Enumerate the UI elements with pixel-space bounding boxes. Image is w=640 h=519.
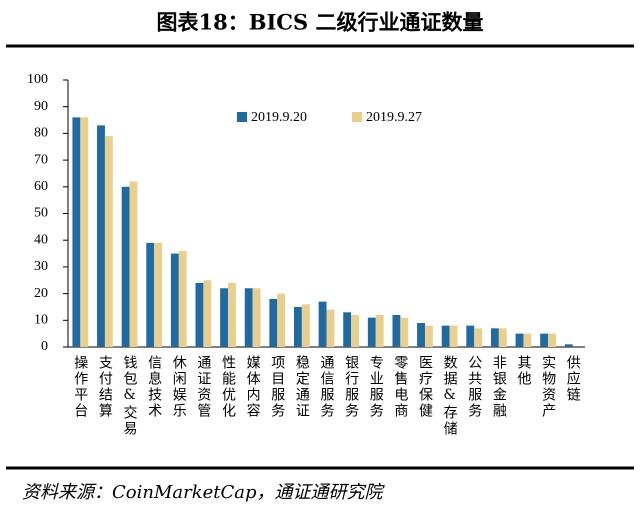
x-tick-label: 媒体内容	[245, 355, 261, 419]
bar	[252, 288, 261, 347]
bar	[417, 322, 425, 347]
x-tick-label: 性能优化	[220, 355, 236, 419]
chart-title: 图表18：BICS 二级行业通证数量	[157, 10, 484, 35]
bar	[400, 317, 409, 347]
y-tick-label: 10	[34, 313, 48, 328]
legend-swatch	[237, 112, 247, 122]
bar	[72, 117, 81, 347]
bar	[424, 325, 433, 347]
bar	[326, 309, 335, 347]
bar	[548, 333, 556, 347]
bar	[97, 125, 105, 347]
y-tick-label: 100	[27, 72, 48, 87]
x-tick-label: 通证资管	[195, 355, 211, 419]
bar	[490, 328, 499, 347]
bar	[351, 314, 359, 347]
bar	[523, 333, 532, 347]
x-tick-label: 零售电商	[392, 355, 408, 419]
bar	[375, 314, 384, 347]
y-tick-label: 40	[34, 232, 48, 247]
y-tick-label: 50	[34, 206, 48, 221]
bar	[129, 181, 138, 347]
bar	[178, 250, 187, 347]
bar	[146, 242, 155, 347]
bar	[269, 298, 278, 347]
source-note: 资料来源：CoinMarketCap，通证通研究院	[22, 482, 386, 503]
x-tick-label: 供应链	[565, 355, 581, 403]
bar	[244, 288, 253, 347]
y-tick-label: 30	[34, 259, 48, 274]
legend-swatch	[352, 112, 362, 122]
x-tick-label: 钱包&交易	[122, 355, 138, 437]
y-tick-label: 60	[34, 179, 48, 194]
legend-label: 2019.9.27	[366, 110, 422, 125]
bar	[104, 136, 113, 347]
bar	[367, 317, 376, 347]
x-tick-label: 支付结算	[97, 355, 113, 419]
legend-label: 2019.9.20	[251, 110, 307, 125]
bar	[441, 325, 450, 347]
bar	[220, 288, 229, 347]
x-tick-label: 操作平台	[72, 355, 88, 419]
bar	[564, 344, 573, 347]
bar	[515, 333, 524, 347]
x-tick-label: 非银金融	[491, 355, 507, 419]
x-tick-label: 医疗保健	[417, 355, 433, 419]
x-tick-label: 专业服务	[368, 355, 384, 419]
bar	[318, 301, 327, 347]
bar	[195, 282, 204, 347]
bar	[343, 312, 352, 347]
x-tick-label: 稳定通证	[294, 355, 310, 419]
x-tick-label: 公共服务	[466, 355, 482, 419]
bar	[301, 304, 310, 347]
x-tick-label: 实物资产	[540, 355, 556, 419]
x-tick-label: 通信服务	[319, 355, 335, 419]
bar	[228, 282, 236, 347]
y-tick-label: 20	[34, 286, 48, 301]
x-tick-label: 其他	[515, 355, 531, 387]
y-tick-label: 90	[34, 99, 48, 114]
bar	[170, 253, 179, 347]
y-tick-label: 0	[41, 339, 48, 354]
x-tick-label: 银行服务	[343, 355, 359, 419]
bar	[121, 186, 130, 347]
x-tick-label: 项目服务	[269, 355, 285, 419]
bar	[392, 314, 401, 347]
x-tick-label: 数据&存储	[442, 355, 458, 437]
y-tick-label: 70	[34, 152, 48, 167]
bar	[449, 325, 458, 347]
bar	[277, 293, 286, 347]
x-tick-label: 信息技术	[146, 355, 162, 419]
bar	[540, 333, 549, 347]
bar	[203, 280, 212, 347]
bar	[294, 306, 302, 347]
x-tick-label: 休闲娱乐	[171, 355, 187, 419]
bar	[474, 328, 483, 347]
bar	[498, 328, 507, 347]
bar	[466, 325, 475, 347]
bar	[80, 117, 89, 347]
bar	[154, 242, 163, 347]
y-tick-label: 80	[34, 126, 48, 141]
